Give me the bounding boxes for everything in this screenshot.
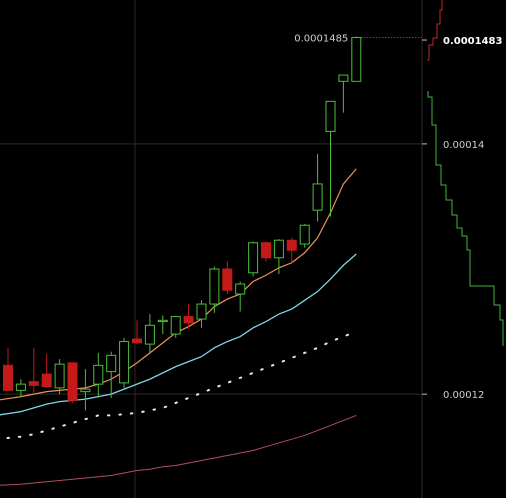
candle-up: [351, 37, 362, 82]
candle-up: [325, 100, 336, 132]
candle-up: [106, 354, 117, 373]
ma-dotted-line: [0, 330, 358, 440]
depth-bid-line: [427, 91, 504, 346]
ma-cyan-line: [0, 253, 357, 416]
candle-down: [132, 338, 142, 344]
candle-up: [170, 316, 181, 335]
candle-up: [299, 224, 310, 245]
candle-up: [196, 303, 207, 320]
candle-up: [80, 388, 91, 393]
candle-up: [273, 239, 284, 259]
candle-down: [183, 316, 194, 324]
ma-orange-line: [0, 168, 357, 401]
price-label-low: 0.00012: [443, 390, 484, 401]
price-axis: 0.0001485 0.0001483 0.00014 0.00012: [294, 34, 502, 402]
candle-up: [54, 363, 65, 389]
candles-layer: [3, 36, 362, 411]
high-annotation: 0.0001485: [294, 34, 348, 45]
candle-up: [248, 242, 259, 274]
candle-up: [144, 324, 155, 345]
price-label-current: 0.0001483: [443, 36, 503, 47]
candle-down: [261, 242, 271, 259]
candle-down: [222, 268, 233, 291]
candle-down: [41, 373, 52, 388]
candle-up: [119, 341, 130, 384]
depth-layer: [427, 0, 504, 346]
candle-up: [15, 383, 26, 391]
candle-up: [235, 283, 246, 295]
price-label-mid: 0.00014: [443, 140, 484, 151]
candle-down: [286, 239, 297, 251]
depth-ask-line: [427, 0, 443, 61]
ma-maroon-line: [0, 414, 357, 486]
candle-down: [67, 362, 78, 401]
candle-up: [312, 183, 323, 211]
candle-down: [3, 364, 13, 391]
candle-up: [338, 74, 349, 82]
candle-up: [93, 364, 104, 385]
candle-down: [28, 381, 39, 386]
candle-up: [157, 319, 168, 323]
moving-average-layer: [0, 168, 358, 486]
candle-up: [209, 268, 220, 305]
